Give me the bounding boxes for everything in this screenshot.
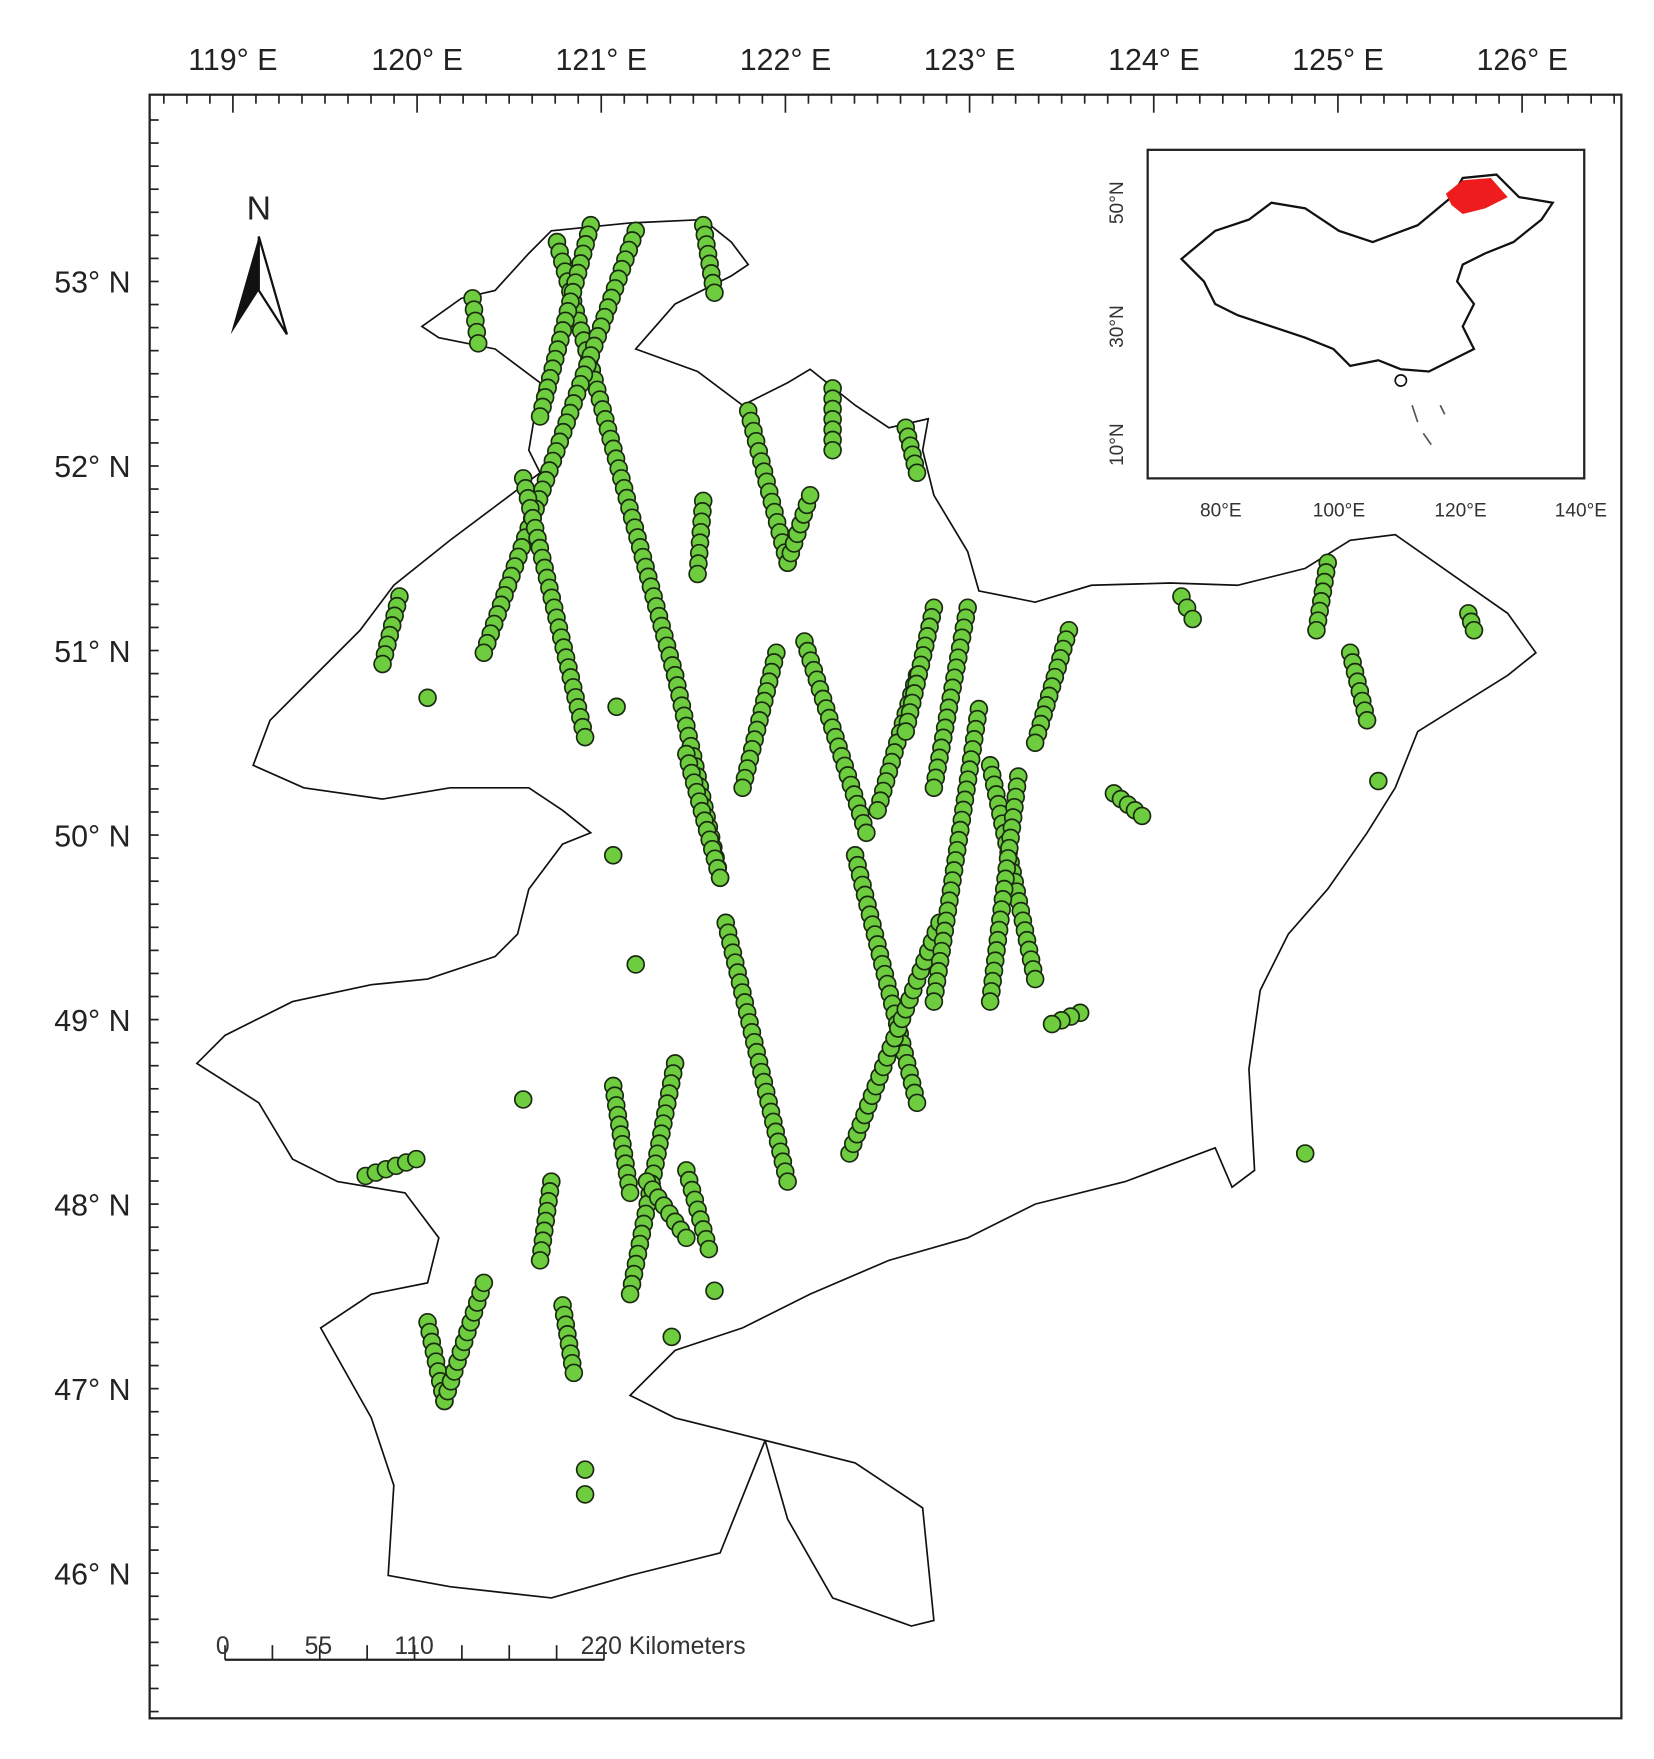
sample-point [924,992,944,1011]
sample-point [620,1284,640,1304]
sample-point [1132,806,1152,826]
sample-point [530,1251,550,1270]
sample-point [474,643,494,663]
sample-point [1369,771,1388,791]
inset-lat-label: 50°N [1107,181,1128,224]
sample-point [1183,609,1202,629]
sample-point [868,801,887,820]
lon-label: 125° E [1292,44,1383,77]
lon-label: 124° E [1108,44,1199,77]
sample-point [705,1281,724,1301]
sample-point [778,1172,797,1191]
lat-label: 53° N [54,267,130,300]
scale-label: 0 [216,1633,230,1660]
lat-label: 50° N [54,820,130,853]
sample-point [733,778,752,798]
sample-point [907,1093,927,1113]
north-label: N [247,190,271,228]
scale-bar: 0 55 110 220 Kilometers [216,1633,746,1661]
sample-point [575,727,595,747]
sample-point [677,1228,696,1248]
sample-point [575,1485,595,1504]
scale-label: 220 Kilometers [581,1633,746,1660]
sample-point [705,283,724,303]
sample-point [688,564,707,584]
sample-point [896,722,916,741]
sample-point [564,1363,584,1383]
sample-point [1025,969,1045,989]
sample-point [1464,620,1484,640]
sample-point [1042,1014,1062,1034]
sample-point [603,846,623,865]
inset-lon-label: 120°E [1434,501,1486,522]
lon-label: 126° E [1477,44,1568,77]
sample-point [1357,711,1377,730]
sample-point [924,778,944,798]
sample-point [1025,733,1045,753]
sample-point [857,823,876,843]
lat-label: 51° N [54,636,130,669]
sample-points [356,215,1484,1504]
inset-lon-label: 140°E [1555,501,1607,522]
scale-label: 110 [394,1633,433,1660]
inset-lat-label: 30°N [1107,305,1128,348]
sample-point [823,440,842,460]
sample-point [980,992,1000,1011]
lat-label: 52° N [54,451,130,484]
lat-label: 47° N [54,1374,130,1407]
frame-ticks [149,94,1616,1713]
sample-point [1295,1144,1315,1163]
sample-point [418,688,437,708]
lat-label: 49° N [54,1005,130,1038]
sample-point [513,1090,533,1109]
lat-label: 48° N [54,1189,130,1222]
sample-point [626,955,646,974]
sample-point [699,1239,719,1259]
sample-point [575,1460,595,1479]
sample-point [468,334,488,353]
sample-point [407,1149,426,1169]
sample-point [474,1273,494,1293]
sample-point [620,1183,640,1203]
inset-map: 50°N 30°N 10°N 80°E 100°E 120°E 140°E [1107,148,1607,522]
sample-point [373,654,392,674]
inset-lon-label: 100°E [1313,501,1365,522]
lon-label: 120° E [371,44,462,77]
scale-label: 55 [305,1633,333,1660]
lon-label: 123° E [924,44,1015,77]
sample-point [530,407,550,426]
lon-label: 122° E [740,44,831,77]
sample-point [710,868,730,888]
lat-label: 46° N [54,1558,130,1591]
inset-lat-label: 10°N [1107,423,1128,466]
sample-point [800,485,820,505]
lon-label: 119° E [188,44,277,77]
sample-point [662,1327,682,1347]
sample-point [907,463,927,483]
sample-point [607,697,626,717]
inset-lon-label: 80°E [1200,501,1242,522]
sample-point [1307,620,1326,640]
lon-label: 121° E [556,44,647,77]
